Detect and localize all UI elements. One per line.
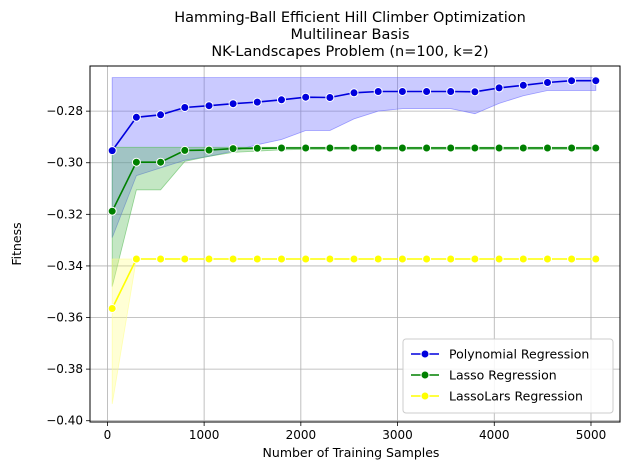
data-point-series-2 [494,143,504,153]
y-tick-label: −0.38 [46,362,83,376]
data-point-series-3 [131,254,141,264]
chart-title-line-1: Hamming-Ball Efficient Hill Climber Opti… [174,10,526,26]
data-point-series-1 [397,87,407,96]
data-point-series-1 [180,103,190,112]
y-tick-label: −0.30 [46,156,83,170]
legend-box [402,338,614,414]
data-point-series-2 [204,145,214,155]
y-tick-label: −0.32 [46,207,83,221]
data-point-series-3 [204,254,214,264]
data-point-series-2 [397,143,407,153]
data-point-series-3 [156,254,166,264]
y-tick-label: −0.34 [46,259,83,273]
data-point-series-2 [591,143,601,153]
data-point-series-1 [156,110,166,120]
data-point-series-2 [373,143,383,153]
series-line-3 [111,258,596,309]
data-point-series-2 [325,143,335,153]
chart-title-line-2: Multilinear Basis [290,27,409,43]
data-point-series-2 [228,144,238,154]
data-point-series-3 [107,304,117,313]
data-point-series-2 [446,143,456,153]
legend-marker-1 [420,349,430,359]
data-point-series-3 [301,254,311,264]
legend-label-1: Polynomial Regression [449,347,589,362]
data-point-series-3 [397,254,407,264]
data-point-series-1 [252,97,262,107]
data-point-series-1 [494,83,504,93]
chart-title-line-3: NK-Landscapes Problem (n=100, k=2) [211,44,488,60]
data-point-series-1 [301,92,311,102]
x-tick-label: 3000 [382,428,413,442]
legend-label-2: Lasso Regression [449,368,557,383]
x-tick-label: 2000 [286,428,317,442]
data-point-series-2 [543,143,552,153]
x-tick-label: 0 [104,428,112,442]
series-markers [107,76,601,313]
data-point-series-2 [107,206,117,216]
data-point-series-3 [446,254,456,264]
data-point-series-2 [567,143,577,153]
data-point-series-1 [107,146,117,156]
data-point-series-3 [277,254,286,264]
data-point-series-3 [252,254,262,264]
x-tick-label: 5000 [576,428,607,442]
data-point-series-3 [494,254,504,264]
data-point-series-1 [446,87,456,96]
data-point-series-2 [252,143,262,153]
y-tick-label: −0.28 [46,104,83,118]
data-point-series-2 [349,143,359,153]
legend-label-3: LassoLars Regression [449,389,583,404]
data-point-series-2 [277,143,286,153]
data-point-series-3 [228,254,238,264]
data-point-series-3 [349,254,359,264]
data-point-series-2 [301,143,311,153]
chart-title: Hamming-Ball Efficient Hill Climber Opti… [174,10,526,60]
legend-marker-3 [420,391,430,401]
grid-lines [90,66,620,422]
data-point-series-3 [325,254,335,264]
data-point-series-3 [567,254,577,264]
data-point-series-1 [228,99,238,109]
data-point-series-1 [543,78,552,87]
plot-area-frame [89,65,621,423]
y-axis-label: Fitness [9,222,24,265]
legend: Polynomial Regression Lasso Regression Las… [402,338,614,414]
data-point-series-2 [156,157,166,167]
y-axis-ticks: −0.40 −0.38 −0.36 −0.34 −0.32 −0.30 −0.28 [46,104,90,428]
data-point-series-1 [470,87,480,97]
data-point-series-2 [180,145,190,155]
data-point-series-2 [131,157,141,167]
data-point-series-3 [373,254,383,264]
data-point-series-1 [204,101,214,111]
data-point-series-1 [349,88,359,98]
data-point-series-3 [543,254,552,264]
data-point-series-1 [373,87,383,96]
data-point-series-3 [518,254,528,264]
data-point-series-1 [325,93,335,102]
data-point-series-1 [277,95,286,105]
x-axis-ticks: 0 1000 2000 3000 4000 5000 [104,422,607,442]
x-axis-label: Number of Training Samples [263,445,440,460]
data-point-series-2 [422,143,432,153]
data-point-series-1 [591,76,601,86]
data-point-series-3 [422,254,432,264]
x-tick-label: 4000 [479,428,510,442]
data-point-series-2 [518,143,528,153]
y-tick-label: −0.36 [46,311,83,325]
data-point-series-1 [518,80,528,90]
data-point-series-1 [567,76,577,86]
data-point-series-3 [470,254,480,264]
data-point-series-1 [422,87,432,96]
data-point-series-1 [131,112,141,122]
y-tick-label: −0.40 [46,414,83,428]
x-tick-label: 1000 [189,428,220,442]
data-point-series-3 [180,254,190,264]
data-point-series-2 [470,143,480,153]
legend-marker-2 [420,370,430,380]
data-point-series-3 [591,254,601,264]
